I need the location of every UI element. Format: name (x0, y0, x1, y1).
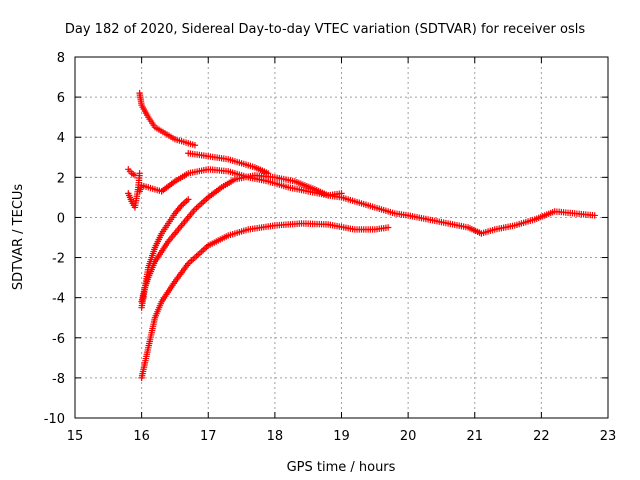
data-marks (125, 89, 598, 382)
data-point (265, 170, 272, 177)
y-tick-label: -8 (52, 372, 65, 387)
y-tick-label: 4 (57, 131, 65, 146)
y-tick-labels: -10 -8 -6 -4 -2 0 2 4 6 8 (44, 51, 65, 427)
x-axis-label: GPS time / hours (287, 460, 396, 475)
y-tick-label: 0 (57, 211, 65, 226)
data-point (131, 172, 139, 179)
y-tick-label: -2 (52, 252, 65, 267)
y-tick-label: 8 (57, 51, 65, 66)
x-tick-label: 16 (133, 429, 150, 444)
x-tick-labels: 15 16 17 18 19 20 21 22 23 (67, 429, 617, 444)
series-track-b (125, 166, 139, 179)
x-tick-label: 23 (600, 429, 617, 444)
data-point (591, 212, 598, 219)
series-track-g (136, 89, 199, 149)
x-tick-label: 18 (267, 429, 284, 444)
x-tick-label: 15 (67, 429, 84, 444)
grid-lines (75, 57, 608, 418)
y-tick-label: 6 (57, 91, 65, 106)
y-tick-label: -6 (52, 332, 65, 347)
axis-ticks (74, 56, 609, 419)
x-tick-label: 22 (533, 429, 550, 444)
data-point (185, 196, 192, 203)
data-point (191, 142, 199, 149)
series-track-f (138, 220, 392, 382)
data-point (384, 224, 392, 231)
x-tick-label: 19 (333, 429, 350, 444)
y-tick-label: 2 (57, 171, 65, 186)
data-point (136, 170, 143, 177)
x-tick-label: 21 (466, 429, 483, 444)
x-tick-label: 20 (400, 429, 417, 444)
chart-title: Day 182 of 2020, Sidereal Day-to-day VTE… (65, 22, 585, 37)
y-tick-label: -4 (52, 292, 65, 307)
series-track-e (138, 172, 345, 305)
series-track-h (185, 150, 272, 177)
x-tick-label: 17 (200, 429, 217, 444)
y-tick-label: -10 (44, 412, 65, 427)
data-point (338, 190, 345, 197)
y-axis-label: SDTVAR / TECUs (11, 184, 26, 291)
